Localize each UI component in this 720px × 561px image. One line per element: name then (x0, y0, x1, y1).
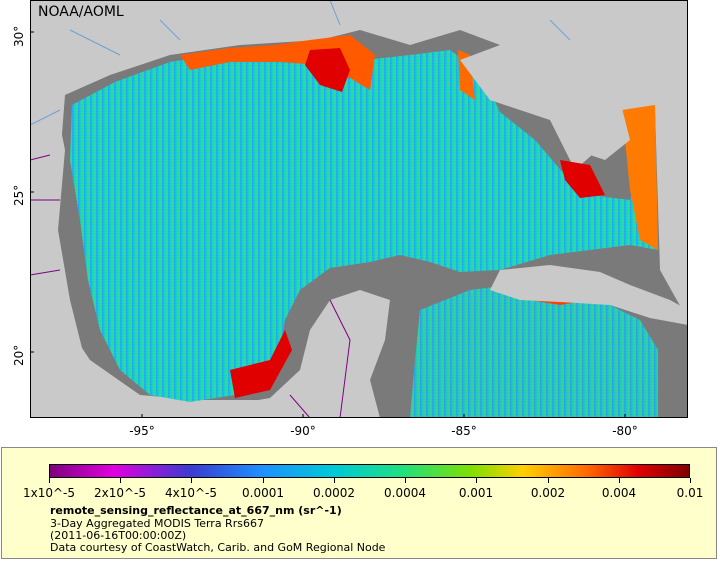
colorbar-tick (548, 478, 549, 483)
colorbar-tick-label: 1x10^-5 (22, 486, 76, 500)
colorbar-tick-label: 2x10^-5 (93, 486, 147, 500)
caribbean-data (410, 285, 658, 418)
colorbar-tick-label: 4x10^-5 (164, 486, 218, 500)
colorbar-tick (334, 478, 335, 483)
lon-label-80: -80° (612, 424, 638, 438)
ocean-data (70, 48, 658, 402)
lat-label-20: 20° (12, 344, 26, 366)
legend-variable: remote_sensing_reflectance_at_667_nm (sr… (50, 504, 342, 517)
colorbar-tick-label: 0.002 (530, 486, 566, 500)
colorbar-tick (49, 478, 50, 483)
lon-label-95: -95° (129, 424, 155, 438)
credit-tag: NOAA/AOML (38, 4, 124, 20)
lat-label-25: 25° (12, 184, 26, 206)
legend-courtesy: Data courtesy of CoastWatch, Carib. and … (50, 541, 386, 554)
colorbar-tick (690, 478, 691, 483)
lon-label-90: -90° (290, 424, 316, 438)
colorbar-tick-label: 0.001 (458, 486, 494, 500)
colorbar-tick (191, 478, 192, 483)
land-masses (30, 0, 688, 418)
colorbar-tick (405, 478, 406, 483)
colorbar-tick-label: 0.01 (676, 486, 704, 500)
colorbar (49, 464, 690, 478)
colorbar-tick (619, 478, 620, 483)
legend-panel: remote_sensing_reflectance_at_667_nm (sr… (1, 447, 717, 559)
colorbar-tick (263, 478, 264, 483)
colorbar-tick-label: 0.0001 (242, 486, 284, 500)
colorbar-tick-label: 0.0002 (313, 486, 355, 500)
rivers (30, 0, 571, 126)
map-border (30, 0, 688, 418)
lat-label-30: 30° (12, 25, 26, 47)
colorbar-tick-label: 0.004 (601, 486, 637, 500)
colorbar-tick-label: 0.0004 (384, 486, 426, 500)
legend-dataset: 3-Day Aggregated MODIS Terra Rrs667 (50, 517, 264, 530)
colorbar-tick (120, 478, 121, 483)
colorbar-tick (476, 478, 477, 483)
map-area[interactable] (30, 0, 688, 418)
legend-time: (2011-06-16T00:00:00Z) (50, 529, 187, 542)
reflectance-map (30, 0, 688, 418)
lon-label-85: -85° (451, 424, 477, 438)
boundaries (30, 154, 351, 418)
